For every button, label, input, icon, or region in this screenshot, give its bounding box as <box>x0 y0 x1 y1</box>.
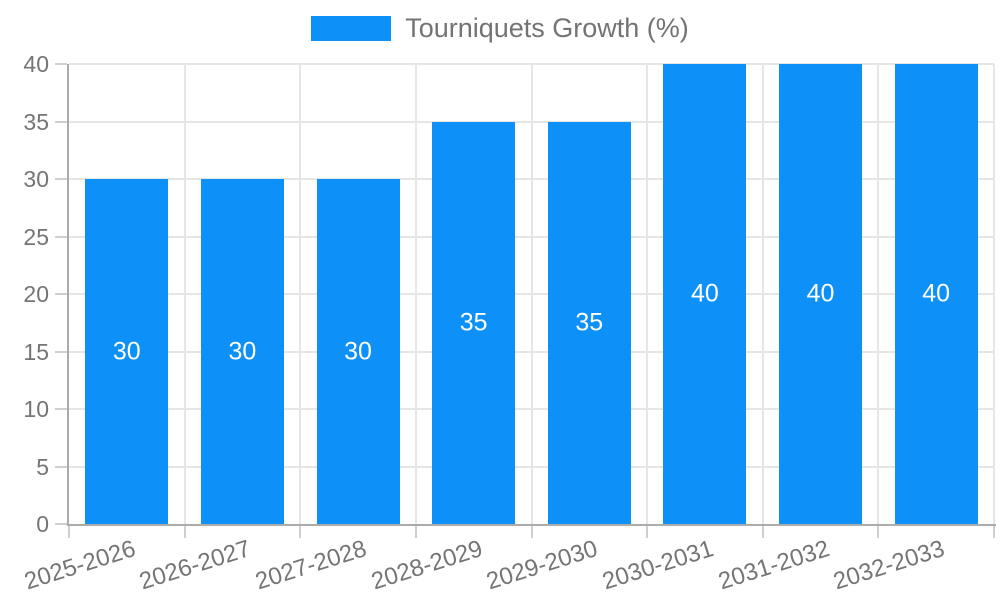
x-axis-tick <box>646 526 649 538</box>
bar-value-label: 40 <box>691 279 719 308</box>
y-tick-label: 20 <box>23 281 49 307</box>
y-tick-label: 40 <box>23 51 49 77</box>
y-axis-tick <box>55 523 67 525</box>
y-axis-tick <box>55 120 67 123</box>
legend-item[interactable]: Tourniquets Growth (%) <box>0 14 1000 43</box>
bar[interactable]: 40 <box>894 64 978 524</box>
bar-value-label: 40 <box>922 279 951 308</box>
x-axis-line <box>67 524 996 526</box>
y-tick-label: 10 <box>23 396 49 422</box>
bar-value-label: 40 <box>806 279 835 308</box>
x-axis-tick <box>414 526 417 538</box>
bar[interactable]: 30 <box>200 179 284 524</box>
bar-value-label: 30 <box>228 337 257 365</box>
bar-value-label: 30 <box>112 337 141 365</box>
y-tick-label: 5 <box>36 453 49 480</box>
bar-value-label: 30 <box>344 337 372 365</box>
bar[interactable]: 35 <box>547 121 631 524</box>
gridline-v <box>646 64 649 524</box>
gridline-v <box>761 64 764 524</box>
plot-area: 0 5 10 15 20 25 30 35 40 30 30 30 35 35 40 40 40 2025-202… <box>21 51 996 595</box>
y-axis-tick <box>55 465 67 468</box>
y-axis-tick <box>55 408 67 410</box>
legend-label: Tourniquets Growth (%) <box>405 13 689 43</box>
bar-value-label: 35 <box>459 308 488 337</box>
y-tick-label: 30 <box>23 166 49 192</box>
x-axis-tick <box>183 526 186 538</box>
bar[interactable]: 40 <box>663 64 747 524</box>
x-axis-tick <box>761 526 764 538</box>
bar[interactable]: 35 <box>432 121 516 524</box>
y-axis-line <box>67 64 69 526</box>
gridline-v <box>414 64 417 524</box>
bar-value-label: 35 <box>575 308 604 337</box>
gridline-v <box>877 64 880 524</box>
y-tick-label: 35 <box>23 108 49 135</box>
legend-swatch <box>311 16 392 41</box>
bar[interactable]: 30 <box>316 179 400 524</box>
gridline-v <box>530 64 533 524</box>
y-axis-tick <box>55 293 67 295</box>
y-axis-tick <box>55 350 67 353</box>
bar[interactable]: 30 <box>85 179 169 524</box>
x-axis-tick <box>299 526 302 538</box>
x-axis-tick <box>530 526 533 538</box>
gridline-v <box>299 64 302 524</box>
x-axis-tick <box>993 526 995 538</box>
gridline-v <box>183 64 186 524</box>
y-axis-tick <box>55 178 67 180</box>
y-axis-tick <box>55 63 67 65</box>
x-axis-tick <box>68 526 70 538</box>
y-axis-tick <box>55 235 67 238</box>
y-tick-label: 0 <box>36 511 49 537</box>
y-tick-label: 15 <box>23 338 49 365</box>
x-axis-tick <box>877 526 880 538</box>
bar[interactable]: 40 <box>779 64 863 524</box>
y-tick-label: 25 <box>23 223 49 250</box>
gridline-v <box>993 64 995 524</box>
